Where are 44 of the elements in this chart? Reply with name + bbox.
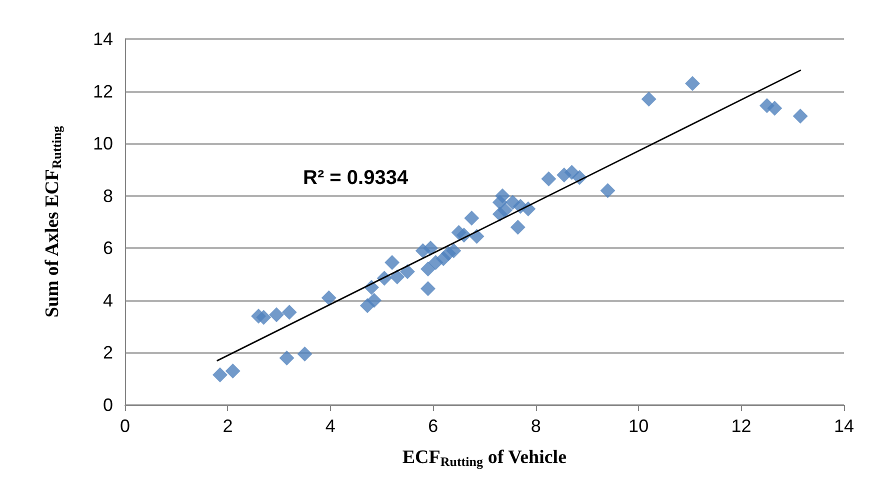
y-tick-label: 8 <box>102 186 113 206</box>
y-axis-title: Sum of Axles ECFRutting <box>42 126 64 318</box>
x-tick-label: 10 <box>628 416 649 436</box>
point <box>420 281 436 296</box>
point <box>510 220 526 235</box>
y-tick-label: 12 <box>92 81 113 102</box>
point <box>541 171 556 186</box>
point <box>297 346 312 362</box>
point <box>366 292 382 308</box>
point <box>420 262 436 277</box>
point <box>321 290 336 306</box>
point <box>212 367 228 382</box>
y-tick-label: 10 <box>92 134 113 154</box>
point <box>390 269 405 284</box>
x-tick-label: 14 <box>834 416 854 436</box>
y-tick-label: 6 <box>102 238 113 258</box>
point <box>498 202 513 218</box>
point <box>279 350 294 366</box>
point <box>446 243 462 258</box>
point <box>600 183 616 198</box>
y-tick-label: 14 <box>92 29 113 49</box>
x-tick-label: 6 <box>428 416 438 436</box>
x-tick-label: 0 <box>120 416 130 436</box>
point <box>641 92 656 107</box>
annotation: R² = 0.9334 <box>303 167 409 189</box>
point <box>400 264 415 280</box>
y-tick-label: 0 <box>102 395 113 415</box>
y-tick-label: 2 <box>102 342 113 363</box>
y-tick-label: 4 <box>102 290 113 310</box>
x-tick-label: 12 <box>731 416 752 436</box>
point <box>423 240 438 256</box>
point <box>464 210 480 226</box>
point <box>225 364 240 379</box>
x-tick-label: 2 <box>222 416 233 436</box>
point <box>384 255 400 270</box>
point <box>256 310 272 325</box>
x-tick-label: 8 <box>530 416 541 436</box>
point <box>684 76 700 91</box>
point <box>792 108 808 124</box>
point <box>494 188 510 204</box>
x-tick-label: 4 <box>325 416 336 436</box>
point <box>767 100 782 116</box>
point <box>282 304 297 320</box>
point <box>269 307 284 322</box>
